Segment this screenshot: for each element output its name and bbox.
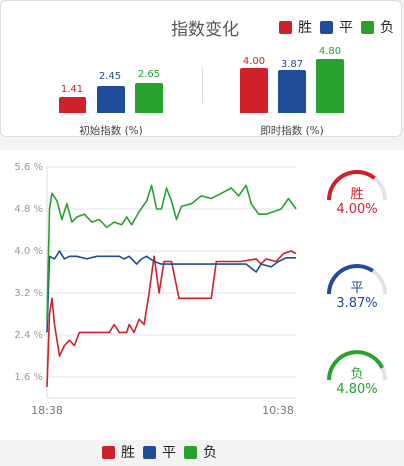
gauge-arc-win [326,170,376,201]
current-win-value: 4.00 [242,56,266,67]
y-tick-label: 2.4 % [14,330,43,341]
legend-item-lose: 负 [361,17,394,37]
gauge-value: 4.00% [336,202,378,217]
bottom-legend-swatch-lose [184,445,197,459]
bottom-legend-label-lose: 负 [203,445,217,461]
y-tick-label: 1.6 % [14,372,43,383]
bottom-legend-item-lose: 负 [184,442,217,462]
current-draw-bar [278,69,306,113]
bottom-legend-label-draw: 平 [162,445,176,461]
series-line-draw [46,250,296,333]
legend-item-draw: 平 [320,17,353,37]
group-divider [202,67,203,103]
legend-label-draw: 平 [339,20,353,36]
index-summary-card: 指数变化 胜 平 负 1.41 2.45 2.65 初始指数 (%) 4.00 … [0,0,402,137]
bottom-legend: 胜 平 负 [102,442,225,462]
y-tick-label: 4.8 % [14,204,43,215]
x-tick-label: 10:38 [262,404,294,417]
legend-swatch-draw [320,20,333,34]
series-line-lose [46,184,297,322]
top-legend: 胜 平 负 [279,17,402,37]
bottom-legend-label-win: 胜 [121,445,135,461]
gauge-label: 胜 [350,187,364,202]
legend-label-lose: 负 [380,20,394,36]
gauge-value: 4.80% [336,382,378,397]
series-line-win [46,250,297,388]
y-tick-label: 5.6 % [14,162,43,173]
initial-draw-bar [97,85,125,113]
legend-item-win: 胜 [279,17,312,37]
bottom-legend-swatch-draw [143,445,156,459]
legend-swatch-lose [361,20,374,34]
gauge-label: 负 [350,367,364,382]
initial-win-value: 1.41 [60,84,84,95]
legend-label-win: 胜 [298,20,312,36]
bottom-legend-swatch-win [102,445,115,459]
current-lose-bar [316,59,344,113]
gauge-value: 3.87% [336,296,378,311]
trend-chart-panel [0,150,404,440]
current-win-bar [240,68,268,113]
initial-group-label: 初始指数 (%) [79,125,143,137]
card-title: 指数变化 [171,20,239,40]
gauge-arc-draw [327,264,374,295]
y-tick-label: 3.2 % [14,288,43,299]
current-draw-value: 3.87 [280,59,304,70]
gauge-arc-lose [327,350,384,381]
y-tick-label: 4.0 % [14,246,43,257]
current-lose-value: 4.80 [318,46,342,57]
current-group-label: 即时指数 (%) [260,125,324,137]
bottom-legend-item-win: 胜 [102,442,135,462]
gauge-label: 平 [350,281,364,296]
bottom-legend-item-draw: 平 [143,442,176,462]
x-tick-label: 18:38 [31,404,63,417]
initial-draw-value: 2.45 [98,71,122,82]
initial-win-bar [59,97,86,113]
legend-swatch-win [279,20,292,34]
initial-lose-bar [135,83,163,113]
initial-lose-value: 2.65 [137,69,161,80]
